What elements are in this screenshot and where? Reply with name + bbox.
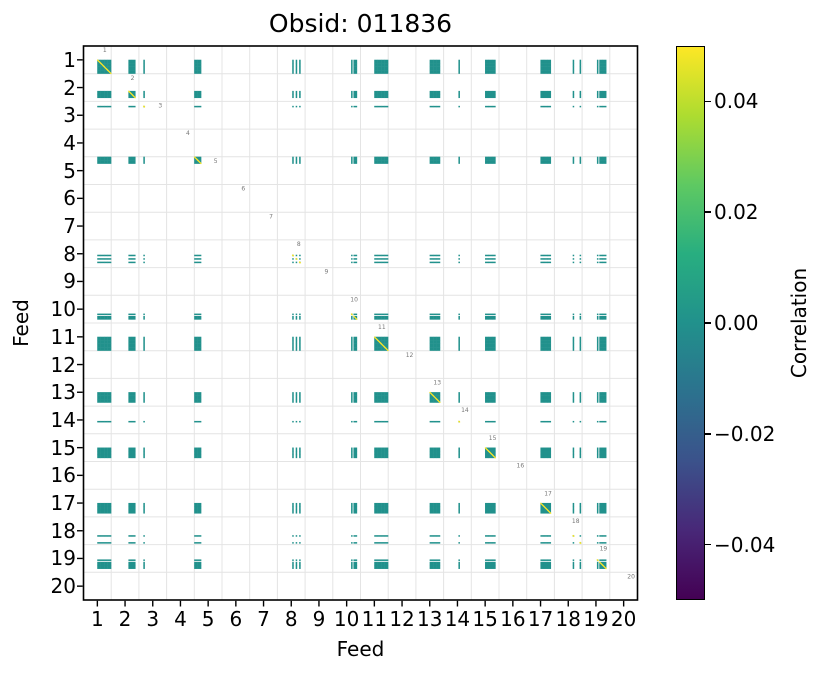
colorbar — [676, 46, 705, 600]
diagonal-highlight — [96, 59, 607, 570]
x-tick-label: 10 — [333, 607, 360, 631]
svg-text:7: 7 — [269, 213, 273, 220]
svg-text:14: 14 — [461, 407, 469, 414]
colorbar-label: Correlation — [787, 267, 811, 379]
svg-text:11: 11 — [378, 324, 386, 331]
colorbar-tick-label: 0.00 — [714, 311, 759, 335]
x-tick-label: 1 — [90, 607, 104, 631]
y-tick-label: 9 — [63, 269, 76, 294]
y-tick-label: 4 — [63, 130, 76, 155]
x-tick-label: 7 — [257, 607, 270, 631]
colorbar-tick-label: −0.04 — [714, 532, 776, 557]
svg-text:4: 4 — [186, 130, 190, 137]
colorbar-tick-mark — [705, 433, 711, 435]
x-tick-label: 5 — [201, 607, 215, 631]
y-tick-label: 1 — [63, 47, 76, 72]
colorbar-tick-mark — [705, 543, 711, 546]
x-tick-label: 18 — [555, 607, 581, 631]
x-tick-label: 12 — [389, 607, 415, 631]
y-tick-label: 19 — [50, 546, 76, 571]
y-tick-label: 14 — [50, 407, 76, 432]
svg-text:15: 15 — [489, 435, 497, 442]
x-tick-label: 4 — [174, 607, 187, 631]
x-tick-label: 2 — [118, 607, 132, 631]
y-tick-label: 12 — [50, 352, 76, 377]
x-tick-label: 20 — [610, 607, 637, 631]
svg-text:18: 18 — [572, 518, 580, 525]
svg-text:3: 3 — [158, 102, 162, 109]
y-tick-label: 8 — [63, 241, 76, 266]
colorbar-tick-mark — [705, 322, 711, 324]
svg-text:20: 20 — [627, 573, 635, 580]
y-tick-label: 15 — [50, 435, 76, 460]
y-tick-label: 11 — [50, 324, 76, 349]
svg-text:1: 1 — [103, 47, 107, 54]
x-axis-label: Feed — [336, 637, 385, 661]
y-tick-label: 20 — [50, 574, 76, 599]
svg-text:19: 19 — [600, 546, 608, 553]
svg-text:16: 16 — [517, 463, 525, 470]
svg-text:17: 17 — [544, 490, 552, 497]
axis-ticks — [77, 59, 625, 607]
x-tick-label: 13 — [417, 607, 443, 631]
x-tick-label: 17 — [527, 607, 554, 631]
y-tick-label: 17 — [50, 491, 76, 516]
grid-lines — [83, 46, 638, 600]
x-tick-label: 14 — [444, 607, 471, 631]
x-tick-label: 15 — [472, 607, 498, 631]
y-tick-label: 16 — [50, 463, 76, 488]
y-tick-label: 6 — [63, 186, 76, 211]
correlation-marks — [97, 59, 607, 569]
y-tick-label: 18 — [50, 518, 76, 543]
plot-title: Obsid: 011836 — [268, 9, 453, 38]
svg-text:6: 6 — [241, 186, 245, 193]
svg-text:9: 9 — [325, 269, 329, 276]
x-tick-label: 8 — [284, 607, 298, 631]
x-tick-label: 11 — [361, 607, 388, 631]
colorbar-tick-label: −0.02 — [714, 421, 776, 446]
y-tick-label: 10 — [50, 297, 76, 322]
x-tick-label: 16 — [500, 607, 526, 631]
x-tick-label: 6 — [229, 607, 243, 631]
svg-text:2: 2 — [131, 75, 135, 82]
y-tick-label: 7 — [63, 214, 76, 239]
y-tick-label: 2 — [63, 75, 76, 100]
svg-text:10: 10 — [350, 296, 358, 303]
colorbar-tick-mark — [705, 100, 711, 103]
y-axis-label: Feed — [9, 299, 33, 347]
x-tick-label: 19 — [583, 607, 609, 631]
x-tick-label: 9 — [312, 607, 326, 631]
svg-text:13: 13 — [433, 379, 441, 386]
colorbar-tick-label: 0.04 — [714, 89, 759, 114]
x-tick-label: 3 — [146, 607, 160, 631]
y-tick-label: 3 — [63, 103, 76, 128]
colorbar-tick-mark — [705, 211, 711, 213]
colorbar-tick-label: 0.02 — [714, 200, 759, 225]
svg-text:12: 12 — [406, 352, 414, 359]
y-tick-label: 13 — [50, 380, 76, 405]
svg-text:8: 8 — [297, 241, 301, 248]
svg-text:5: 5 — [214, 158, 218, 165]
plot-frame — [82, 45, 639, 601]
y-tick-label: 5 — [63, 158, 76, 183]
